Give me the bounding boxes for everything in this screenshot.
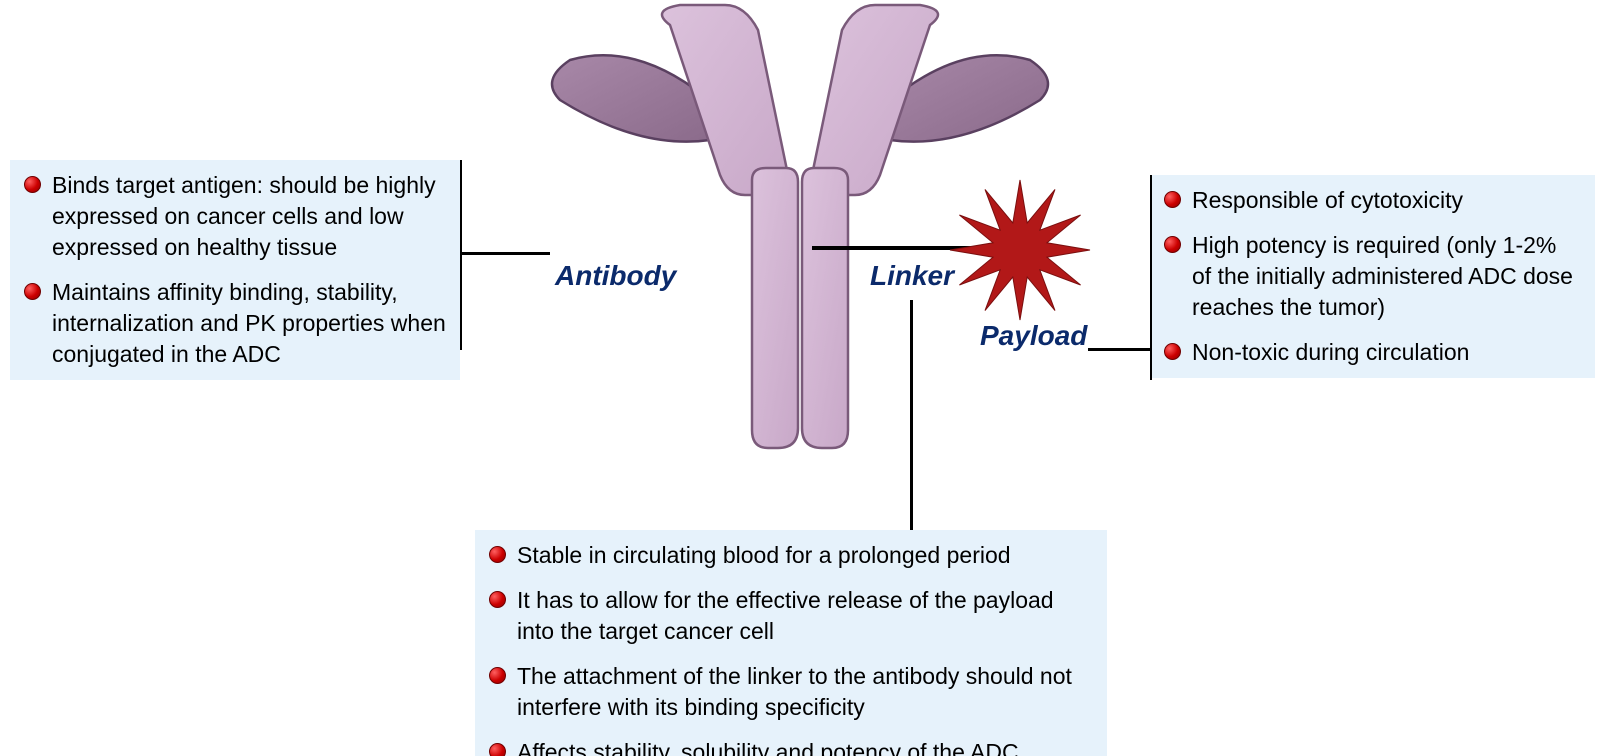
antibody-connector-cap <box>460 160 462 350</box>
antibody-info-box: Binds target antigen: should be highly e… <box>10 160 460 380</box>
linker-item: Affects stability, solubility and potenc… <box>489 737 1093 756</box>
payload-info-box: Responsible of cytotoxicity High potency … <box>1150 175 1595 378</box>
bullet-icon <box>489 743 506 756</box>
bullet-icon <box>1164 343 1181 360</box>
payload-item-text: High potency is required (only 1-2% of t… <box>1192 232 1573 320</box>
payload-item-text: Responsible of cytotoxicity <box>1192 187 1463 213</box>
linker-item-text: It has to allow for the effective releas… <box>517 587 1054 644</box>
payload-item-text: Non-toxic during circulation <box>1192 339 1469 365</box>
payload-item: High potency is required (only 1-2% of t… <box>1164 230 1581 323</box>
payload-star <box>940 170 1100 330</box>
payload-item: Responsible of cytotoxicity <box>1164 185 1581 216</box>
antibody-item-text: Binds target antigen: should be highly e… <box>52 172 436 260</box>
bullet-icon <box>489 667 506 684</box>
linker-item-text: The attachment of the linker to the anti… <box>517 663 1072 720</box>
bullet-icon <box>1164 191 1181 208</box>
antibody-item: Maintains affinity binding, stability, i… <box>24 277 446 370</box>
antibody-label: Antibody <box>555 260 676 292</box>
payload-connector-cap <box>1150 175 1152 380</box>
payload-connector-h <box>1088 348 1150 351</box>
bullet-icon <box>489 546 506 563</box>
payload-label: Payload <box>980 320 1087 352</box>
linker-item-text: Affects stability, solubility and potenc… <box>517 739 1019 756</box>
linker-item: Stable in circulating blood for a prolon… <box>489 540 1093 571</box>
bullet-icon <box>1164 236 1181 253</box>
linker-item: The attachment of the linker to the anti… <box>489 661 1093 723</box>
linker-connector-down <box>910 300 913 530</box>
linker-info-box: Stable in circulating blood for a prolon… <box>475 530 1107 756</box>
linker-item: It has to allow for the effective releas… <box>489 585 1093 647</box>
linker-item-text: Stable in circulating blood for a prolon… <box>517 542 1011 568</box>
payload-item: Non-toxic during circulation <box>1164 337 1581 368</box>
bullet-icon <box>489 591 506 608</box>
antibody-item-text: Maintains affinity binding, stability, i… <box>52 279 446 367</box>
antibody-connector-h <box>460 252 550 255</box>
payload-list: Responsible of cytotoxicity High potency … <box>1164 185 1581 368</box>
antibody-item: Binds target antigen: should be highly e… <box>24 170 446 263</box>
bullet-icon <box>24 283 41 300</box>
antibody-list: Binds target antigen: should be highly e… <box>24 170 446 370</box>
bullet-icon <box>24 176 41 193</box>
linker-label: Linker <box>870 260 954 292</box>
linker-list: Stable in circulating blood for a prolon… <box>489 540 1093 756</box>
